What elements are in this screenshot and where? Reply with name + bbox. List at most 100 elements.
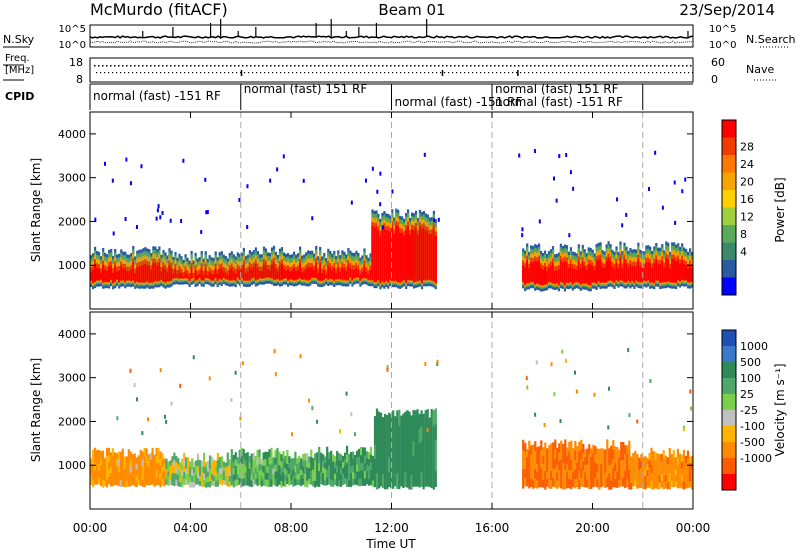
velocity-echo-cell	[96, 463, 99, 471]
velocity-echo-cell	[268, 464, 271, 473]
velocity-echo-cell	[330, 450, 333, 459]
power-echo-cell	[521, 227, 524, 232]
power-echo-cell	[325, 270, 328, 279]
velocity-echo-cell	[96, 456, 99, 465]
velocity-echo-cell	[654, 452, 657, 460]
velocity-echo-cell	[426, 470, 429, 487]
velocity-echo-cell	[558, 452, 561, 462]
velocity-echo-cell	[189, 466, 192, 472]
velocity-echo-cell	[258, 456, 261, 464]
nave-point	[132, 72, 134, 74]
power-echo-cell	[653, 263, 656, 283]
velocity-echo-cell	[97, 456, 101, 464]
velocity-echo-cell	[689, 389, 692, 394]
velocity-echo-cell	[324, 456, 327, 463]
velocity-echo-cell	[155, 455, 158, 464]
velocity-echo-cell	[90, 468, 93, 475]
velocity-echo-cell	[169, 470, 172, 476]
freq-point	[630, 65, 632, 67]
nave-point	[380, 72, 382, 74]
nave-point	[144, 72, 146, 74]
nave-point	[160, 72, 162, 74]
velocity-echo-cell	[125, 468, 128, 475]
power-echo-cell	[159, 215, 162, 220]
velocity-echo-cell	[214, 476, 218, 482]
nave-point	[168, 72, 170, 74]
power-echo-cell	[637, 259, 640, 282]
velocity-echo-cell	[179, 472, 182, 478]
noise-left-tick-top: 10^5	[59, 24, 86, 35]
velocity-echo-cell	[274, 450, 277, 458]
velocity-echo-cell	[332, 467, 335, 475]
velocity-echo-cell	[522, 478, 525, 489]
velocity-echo-cell	[306, 466, 309, 474]
power-echo-cell	[532, 262, 535, 282]
velocity-echo-cell	[222, 466, 225, 471]
power-echo-cell	[595, 260, 598, 284]
velocity-echo-cell	[526, 449, 529, 457]
velocity-echo-cell	[362, 454, 365, 463]
nave-point	[584, 72, 586, 74]
velocity-echo-cell	[691, 475, 694, 483]
power-echo-cell	[381, 229, 384, 281]
nave-point	[156, 72, 158, 74]
velocity-echo-cell	[426, 439, 429, 456]
velocity-echo-cell	[250, 473, 253, 481]
velocity-echo-cell	[538, 446, 541, 455]
velocity-echo-cell	[135, 463, 138, 470]
cpid-label: normal (fast) -151 RF	[93, 89, 221, 103]
power-echo-cell	[375, 227, 378, 282]
velocity-echo-cell	[282, 464, 285, 473]
velocity-echo-cell	[550, 452, 553, 462]
velocity-echo-cell	[362, 477, 365, 486]
velocity-echo-cell	[422, 443, 425, 460]
power-echo-cell	[202, 275, 205, 281]
velocity-echo-cell	[268, 456, 271, 465]
power-echo-cell	[575, 270, 578, 282]
velocity-echo-cell	[272, 478, 275, 485]
velocity-echo-cell	[222, 461, 225, 467]
velocity-echo-cell	[572, 479, 575, 488]
velocity-echo-cell	[276, 478, 279, 487]
velocity-echo-cell	[187, 478, 190, 485]
velocity-echo-cell	[404, 456, 407, 473]
power-echo-cell	[691, 268, 694, 282]
velocity-echo-cell	[568, 442, 571, 452]
velocity-echo-cell	[308, 398, 311, 403]
power-echo-cell	[125, 157, 128, 162]
nave-point	[568, 72, 570, 74]
velocity-echo-cell	[336, 451, 339, 459]
velocity-echo-cell	[386, 473, 389, 490]
velocity-echo-cell	[424, 440, 427, 457]
power-echo-cell	[661, 260, 664, 283]
velocity-echo-cell	[406, 441, 409, 457]
power-echo-cell	[684, 177, 687, 182]
velocity-echo-cell	[373, 430, 377, 445]
nave-point	[264, 72, 266, 74]
freq-point	[198, 65, 200, 67]
velocity-echo-cell	[648, 480, 651, 488]
velocity-echo-cell	[548, 445, 551, 455]
velocity-echo-cell	[208, 468, 212, 475]
velocity-echo-cell	[388, 442, 391, 458]
velocity-echo-cell	[626, 445, 629, 455]
velocity-echo-cell	[394, 458, 397, 473]
velocity-echo-cell	[682, 481, 686, 490]
velocity-echo-cell	[691, 469, 694, 477]
velocity-echo-cell	[236, 462, 239, 469]
power-echo-cell	[689, 264, 692, 282]
power-echo-cell	[118, 270, 121, 282]
velocity-echo-cell	[404, 441, 407, 458]
velocity-echo-cell	[175, 461, 178, 468]
velocity-echo-cell	[92, 449, 95, 458]
power-echo-cell	[649, 263, 652, 283]
power-echo-cell	[155, 216, 158, 221]
nave-point	[408, 72, 410, 74]
velocity-echo-cell	[418, 457, 421, 473]
velocity-echo-cell	[230, 470, 233, 479]
nave-point	[116, 72, 118, 74]
velocity-echo-cell	[278, 458, 281, 466]
velocity-echo-cell	[688, 480, 692, 488]
velocity-echo-cell	[109, 465, 112, 473]
velocity-echo-cell	[600, 479, 603, 488]
